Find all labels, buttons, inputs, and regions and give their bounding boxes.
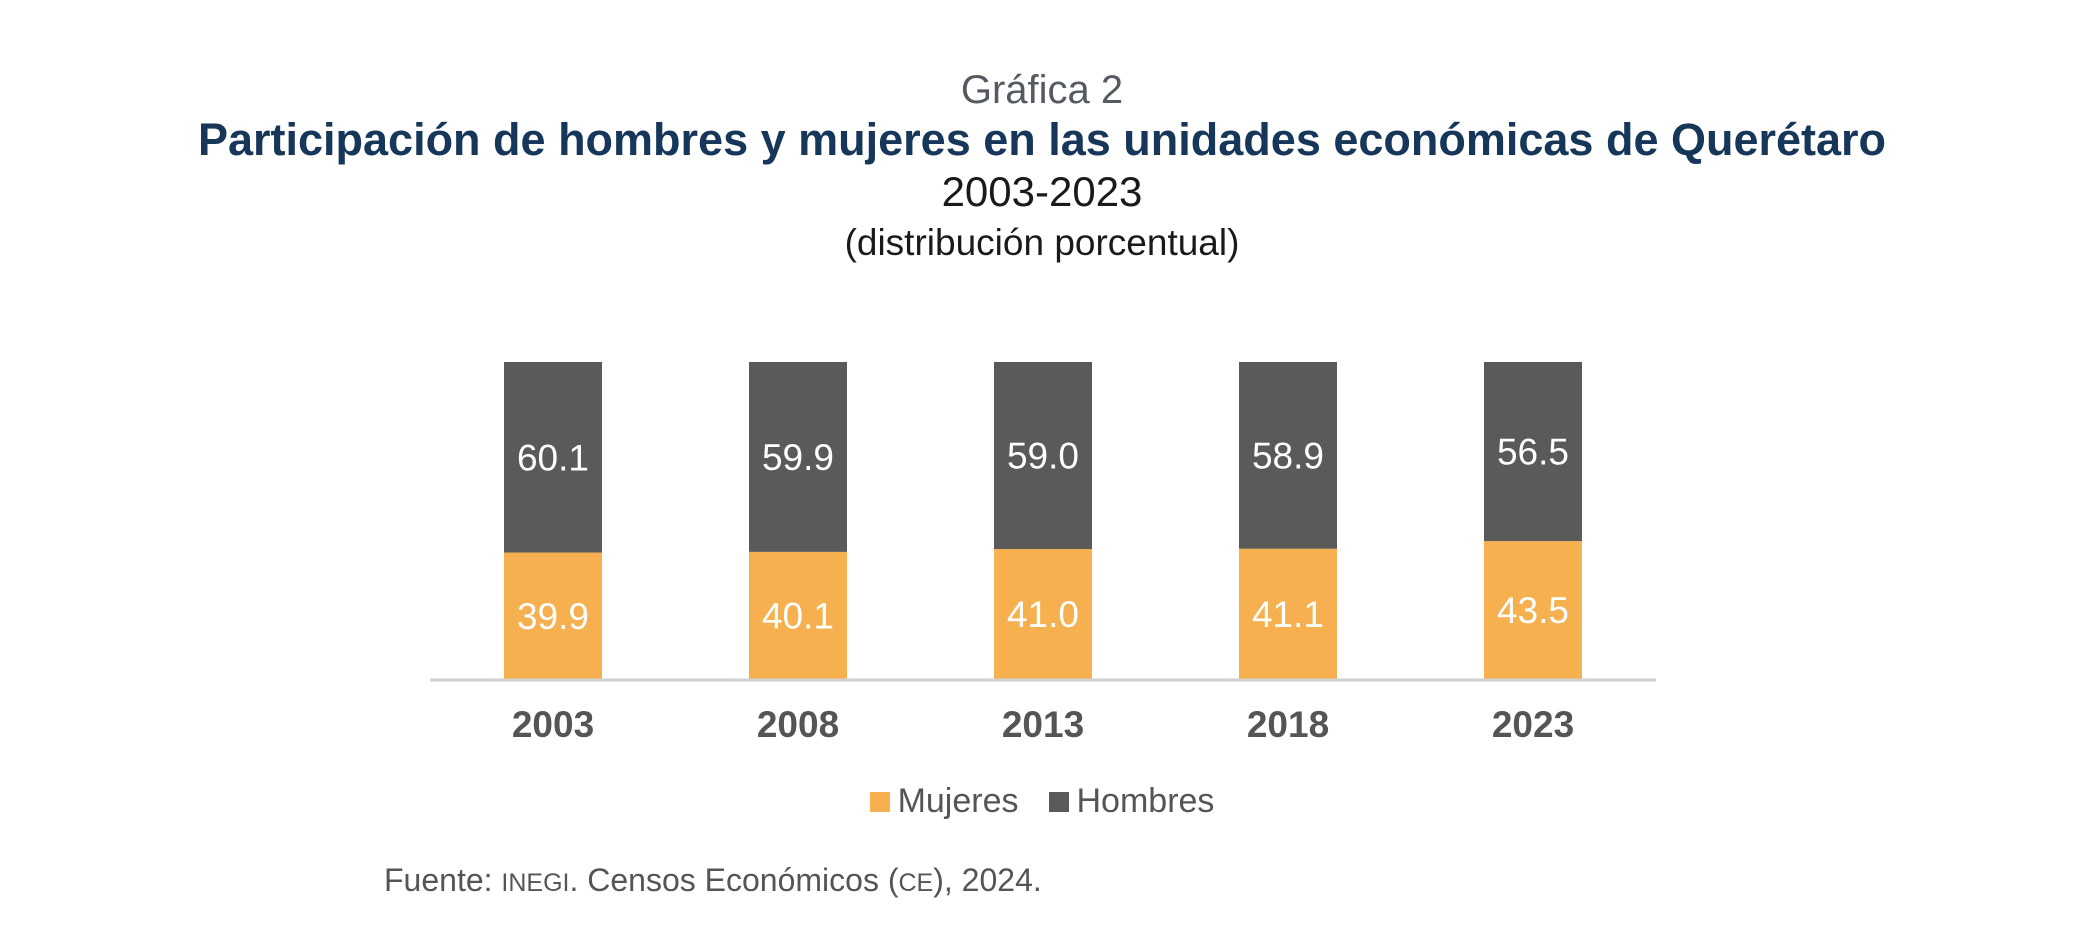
legend-item-mujeres: Mujeres — [869, 782, 1019, 821]
data-label-hombres-2018: 58.9 — [1252, 435, 1324, 476]
bar-mujeres-2003 — [504, 552, 602, 679]
chart-title: Participación de hombres y mujeres en la… — [197, 114, 1887, 165]
source-abbr: CE — [898, 869, 934, 897]
data-label-mujeres-2008: 40.1 — [762, 595, 834, 636]
legend-label-hombres: Hombres — [1076, 782, 1215, 820]
data-label-hombres-2008: 59.9 — [762, 437, 834, 478]
bar-mujeres-2023 — [1484, 541, 1582, 679]
data-label-mujeres-2023: 43.5 — [1497, 590, 1569, 631]
source-suffix: ), 2024. — [933, 862, 1042, 898]
source-org: INEGI — [501, 869, 570, 897]
bar-hombres-2003 — [504, 362, 602, 553]
x-tick-label-2003: 2003 — [512, 704, 594, 745]
x-tick-label-2008: 2008 — [757, 704, 839, 745]
data-label-mujeres-2018: 41.1 — [1252, 594, 1324, 635]
legend-swatch-mujeres — [869, 791, 890, 812]
legend-swatch-hombres — [1048, 791, 1069, 812]
bar-hombres-2008 — [749, 362, 847, 552]
chart-units: (distribución porcentual) — [844, 222, 1240, 263]
data-label-hombres-2003: 60.1 — [517, 437, 589, 478]
data-label-mujeres-2013: 41.0 — [1007, 594, 1079, 635]
x-tick-label-2018: 2018 — [1247, 704, 1329, 745]
chart-period: 2003-2023 — [941, 168, 1143, 215]
chart-legend: Mujeres Hombres — [0, 782, 2084, 821]
bar-mujeres-2018 — [1239, 548, 1337, 679]
bar-mujeres-2013 — [994, 549, 1092, 679]
source-prefix: Fuente: — [384, 862, 502, 898]
legend-item-hombres: Hombres — [1048, 782, 1215, 821]
chart-source: Fuente: INEGI. Censos Económicos (CE), 2… — [384, 862, 1042, 899]
chart-eyebrow: Gráfica 2 — [960, 68, 1124, 112]
bar-hombres-2018 — [1239, 362, 1337, 549]
data-label-mujeres-2003: 39.9 — [517, 596, 589, 637]
source-mid: . Censos Económicos ( — [569, 862, 899, 898]
x-tick-label-2013: 2013 — [1002, 704, 1084, 745]
data-label-hombres-2023: 56.5 — [1497, 432, 1569, 473]
bar-hombres-2013 — [994, 362, 1092, 550]
legend-label-mujeres: Mujeres — [897, 782, 1019, 820]
x-tick-label-2023: 2023 — [1492, 704, 1574, 745]
bar-hombres-2023 — [1484, 362, 1582, 542]
bar-mujeres-2008 — [749, 551, 847, 679]
data-label-hombres-2013: 59.0 — [1007, 436, 1079, 477]
